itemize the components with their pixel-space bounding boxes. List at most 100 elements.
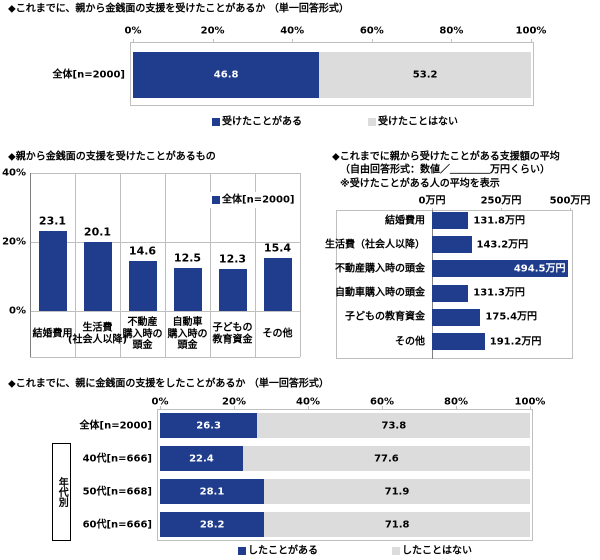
category-label: 40代[n=666] [82,452,152,464]
category-label: 生活費（社会人以降） [325,238,425,250]
category-label: 50代[n=668] [82,485,152,497]
value-label: 143.2万円 [476,238,529,250]
plot-frame [130,42,534,106]
x-tick-label: 0% [124,25,142,37]
value-label: 77.6 [374,452,399,464]
bar-segment [160,446,243,471]
bar [38,231,67,311]
tick-mark [531,39,532,42]
group-label: 年代別 [56,477,68,507]
chart-title: ◆これまでに、親に金銭面の支援をしたことがあるか （単一回答形式） [8,378,329,390]
x-tick-label: 0% [151,396,169,408]
category-label: 60代[n=666] [82,518,152,530]
x-tick-label: 500万円 [549,195,591,207]
bar-segment [257,413,531,438]
y-tick-label: 40% [2,167,26,179]
tick-mark [456,406,457,409]
category-label: 不動産購入時の頭金 [335,263,425,275]
category-label: 自動車購入時の頭金 [335,287,425,299]
tick-mark [292,39,294,42]
chart-note: ※受けたことがある人の平均を表示 [340,178,500,190]
value-label: 131.3万円 [473,287,525,299]
axis-line [30,173,31,357]
bar-segment [160,413,258,438]
legend-label: したことはない [402,545,472,557]
legend-swatch [212,118,220,126]
chart-title: ◆これまでに、親から金銭面の支援を受けたことがあるか （単一回答形式） [8,3,349,15]
value-label: 12.3 [218,252,247,266]
value-label: 20.1 [83,225,112,239]
x-tick-label: 60% [359,25,384,37]
x-tick-label: 100% [515,25,547,37]
x-tick-label: 40% [296,396,320,408]
x-tick-label: 40% [280,25,305,37]
legend-box [208,192,294,208]
bar-segment [264,512,530,537]
bar [218,268,247,311]
x-tick-label: 20% [200,25,225,37]
bar [432,308,481,326]
value-label: 191.2万円 [489,335,542,347]
bar-segment [160,512,265,537]
value-label: 26.3 [196,419,221,431]
bar [432,260,569,278]
value-label: 71.9 [384,485,410,497]
plot-frame [157,409,533,541]
bar [432,284,469,302]
x-tick-label: 80% [444,396,468,408]
x-tick-label: 80% [439,25,464,37]
tick-mark [371,39,373,42]
legend-swatch [392,547,400,555]
value-label: 131.8万円 [473,214,526,226]
separator [165,173,166,357]
category-label: 全体[n=2000] [52,69,125,81]
bar [432,236,472,254]
legend-label: したことがある [248,545,318,557]
x-tick-label: 250万円 [480,195,522,207]
tick-mark [133,39,134,42]
bar-segment [319,52,531,98]
bar [432,212,469,229]
category-label: その他 [395,335,425,347]
y-tick-label: 20% [2,236,26,248]
x-tick-label: 60% [370,396,394,408]
x-tick-label: 結婚費用 [32,328,73,340]
x-tick-label: 20% [222,396,246,408]
x-tick-label: 生活費 (社会人以降) [67,322,128,346]
value-label: 53.2 [412,69,438,81]
value-label: 14.6 [128,244,157,258]
tick-mark [530,406,531,409]
bar [263,257,292,311]
value-label: 22.4 [189,452,214,464]
plot-frame [336,210,573,360]
value-label: 73.8 [381,419,407,431]
bar [173,267,202,311]
frame-line [30,357,300,358]
value-label: 494.5万円 [513,263,566,275]
bar [432,333,485,350]
bar [128,260,157,311]
legend-label: 全体[n=2000] [222,194,295,206]
legend-label: 受けたことはない [378,116,458,128]
chart-title: ◆これまでに親から受けたことがある支援額の平均 [332,151,560,163]
y-tick-label: 0% [9,305,26,317]
tick-mark [432,208,433,211]
value-label: 71.8 [384,518,410,530]
legend-swatch [212,196,220,204]
tick-mark [234,406,235,409]
tick-mark [382,406,383,409]
value-label: 15.4 [263,241,292,255]
category-label: 結婚費用 [385,214,425,226]
x-tick-label: 0万円 [418,195,446,207]
category-label: 子どもの教育資金 [345,311,425,323]
value-label: 46.8 [213,69,239,81]
separator [75,173,76,357]
chart-title: ◆親から金銭面の支援を受けたことがあるもの [8,151,216,163]
tick-mark [160,406,161,409]
legend-swatch [238,547,246,555]
value-label: 28.2 [199,518,225,530]
value-label: 12.5 [173,251,202,265]
x-tick-label: 子どもの 教育資金 [212,322,253,346]
x-tick-label: 自動車 購入時の 頭金 [167,316,208,351]
